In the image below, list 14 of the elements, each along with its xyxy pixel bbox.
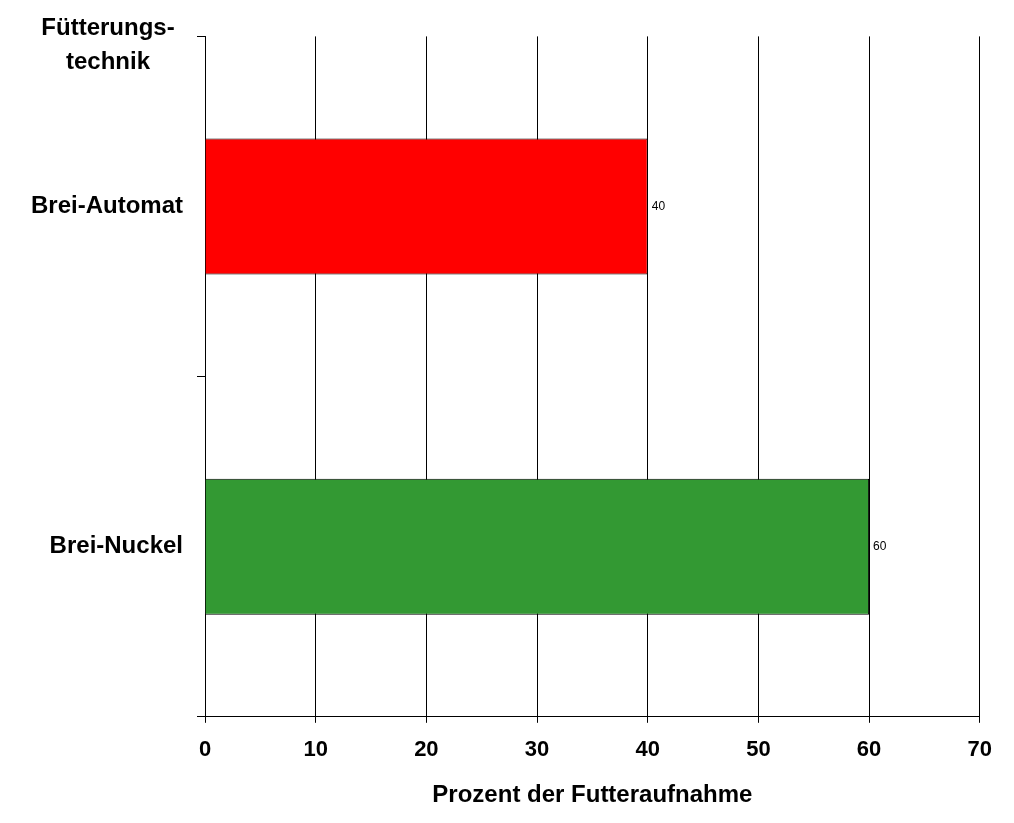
data-label: 60: [873, 539, 887, 554]
x-tick-label: 10: [303, 736, 328, 762]
x-tick-label: 30: [524, 736, 550, 762]
y-axis-title: Fütterungs-technik: [40, 12, 176, 76]
y-tick-label: Brei-Nuckel: [49, 531, 183, 559]
x-tick-label: 20: [414, 736, 439, 762]
x-tick-label: 70: [967, 736, 993, 762]
data-label: 40: [651, 198, 666, 213]
y-tick-label: Brei-Automat: [30, 191, 183, 219]
x-tick-label: 40: [635, 736, 660, 762]
x-tick-label: 60: [856, 736, 882, 762]
x-tick-label: 0: [198, 736, 212, 762]
x-tick-label: 50: [746, 736, 771, 762]
x-axis-title: Prozent der Futteraufnahme: [432, 780, 753, 808]
